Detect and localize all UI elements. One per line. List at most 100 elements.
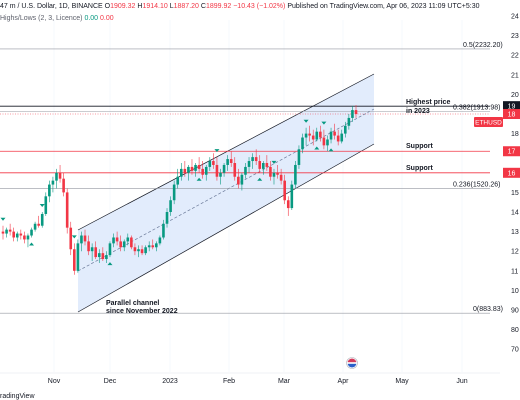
candle-body — [122, 241, 126, 248]
candle-body — [261, 163, 265, 169]
candle-body — [19, 233, 23, 236]
candle — [5, 227, 8, 238]
close-label: C — [200, 3, 206, 10]
candle-body — [40, 213, 44, 226]
y-axis: 242322212019181716151413121110908070 — [511, 14, 519, 354]
candle-body — [340, 133, 344, 142]
candle — [97, 249, 101, 263]
candle — [30, 227, 33, 238]
candle — [137, 245, 140, 258]
candle — [251, 153, 254, 169]
candle-body — [169, 200, 172, 212]
low-label: L — [169, 3, 174, 10]
high-marker-icon — [39, 204, 45, 207]
candle — [83, 229, 87, 246]
candle — [140, 245, 144, 256]
low-marker-icon — [29, 242, 35, 246]
candle — [201, 161, 204, 179]
candle-body — [215, 164, 219, 177]
candle — [8, 223, 12, 236]
candle-body — [5, 229, 8, 234]
candle — [76, 239, 80, 273]
candle-body — [201, 168, 204, 175]
candle-body — [112, 237, 115, 244]
low-marker-icon — [314, 146, 320, 150]
candle — [126, 233, 130, 246]
indicator-legend[interactable]: Highs/Lows (2, 3, Licence) 0.00 0.00 — [0, 15, 114, 22]
y-tick-label: 24 — [511, 14, 519, 21]
flag-icon[interactable] — [346, 357, 358, 369]
candle — [304, 127, 308, 146]
candle-body — [212, 161, 215, 165]
candle-body — [155, 243, 158, 248]
candle — [65, 188, 69, 234]
candle-body — [290, 184, 294, 209]
candle — [44, 192, 48, 216]
y-tick-label: 11 — [511, 268, 518, 275]
candle-body — [8, 229, 12, 232]
candle-body — [229, 159, 233, 163]
annotations: Highest price in 2023 Parallel channel s… — [106, 99, 450, 315]
x-axis: Nov Dec 2023 Feb Mar Apr May Jun — [0, 372, 500, 385]
candle-body — [237, 176, 240, 185]
candle — [329, 127, 333, 144]
candle-body — [272, 172, 276, 177]
candle — [254, 149, 258, 165]
candle-body — [247, 161, 251, 167]
candle-body — [315, 131, 319, 140]
low-value: 1887.20 — [173, 3, 199, 10]
candle — [336, 129, 340, 146]
candle — [40, 212, 44, 228]
candle-body — [336, 135, 340, 142]
candle — [130, 235, 133, 250]
high-label: H — [137, 3, 143, 10]
candle — [315, 127, 319, 142]
candle — [229, 151, 233, 167]
candle — [311, 129, 315, 146]
candle — [215, 157, 219, 181]
candle-body — [233, 163, 237, 177]
candle-body — [44, 196, 48, 214]
x-tick-label: Apr — [338, 378, 350, 385]
candle — [105, 251, 108, 263]
candle-body — [80, 235, 83, 244]
candle — [226, 155, 229, 171]
high-marker-icon — [303, 119, 309, 123]
candle-body — [251, 157, 254, 162]
candle — [90, 243, 94, 261]
candle-body — [222, 164, 226, 173]
candle-body — [65, 192, 69, 228]
y-tick-label: 22 — [511, 53, 519, 60]
support-tag: 17 — [508, 149, 516, 156]
y-tick-label: 12 — [511, 249, 519, 256]
candle — [26, 233, 30, 248]
candle-body — [326, 139, 329, 146]
candle — [119, 235, 122, 252]
candle — [80, 231, 83, 252]
candle-body — [151, 245, 155, 248]
candle-body — [269, 166, 272, 177]
y-tick-label: 15 — [511, 190, 519, 197]
candle-body — [204, 166, 208, 175]
candle-body — [301, 137, 304, 150]
candle-body — [108, 243, 112, 256]
channel-mid-line — [77, 108, 375, 272]
highest-price-label-line2: in 2023 — [406, 108, 430, 115]
candle-body — [244, 166, 247, 175]
channel-lower-line — [77, 143, 375, 313]
low-marker-icon — [257, 177, 263, 181]
candle — [51, 176, 55, 193]
candle-body — [162, 223, 165, 238]
y-tick-label: 13 — [511, 229, 519, 236]
candle-body — [197, 164, 201, 169]
candle — [162, 219, 165, 240]
support-tag-bg — [503, 167, 520, 178]
candle-body — [176, 176, 180, 185]
y-tick-label: 14 — [511, 210, 519, 217]
candle — [190, 159, 194, 175]
candle — [108, 241, 112, 258]
candle — [322, 129, 326, 150]
candle-body — [15, 233, 19, 238]
